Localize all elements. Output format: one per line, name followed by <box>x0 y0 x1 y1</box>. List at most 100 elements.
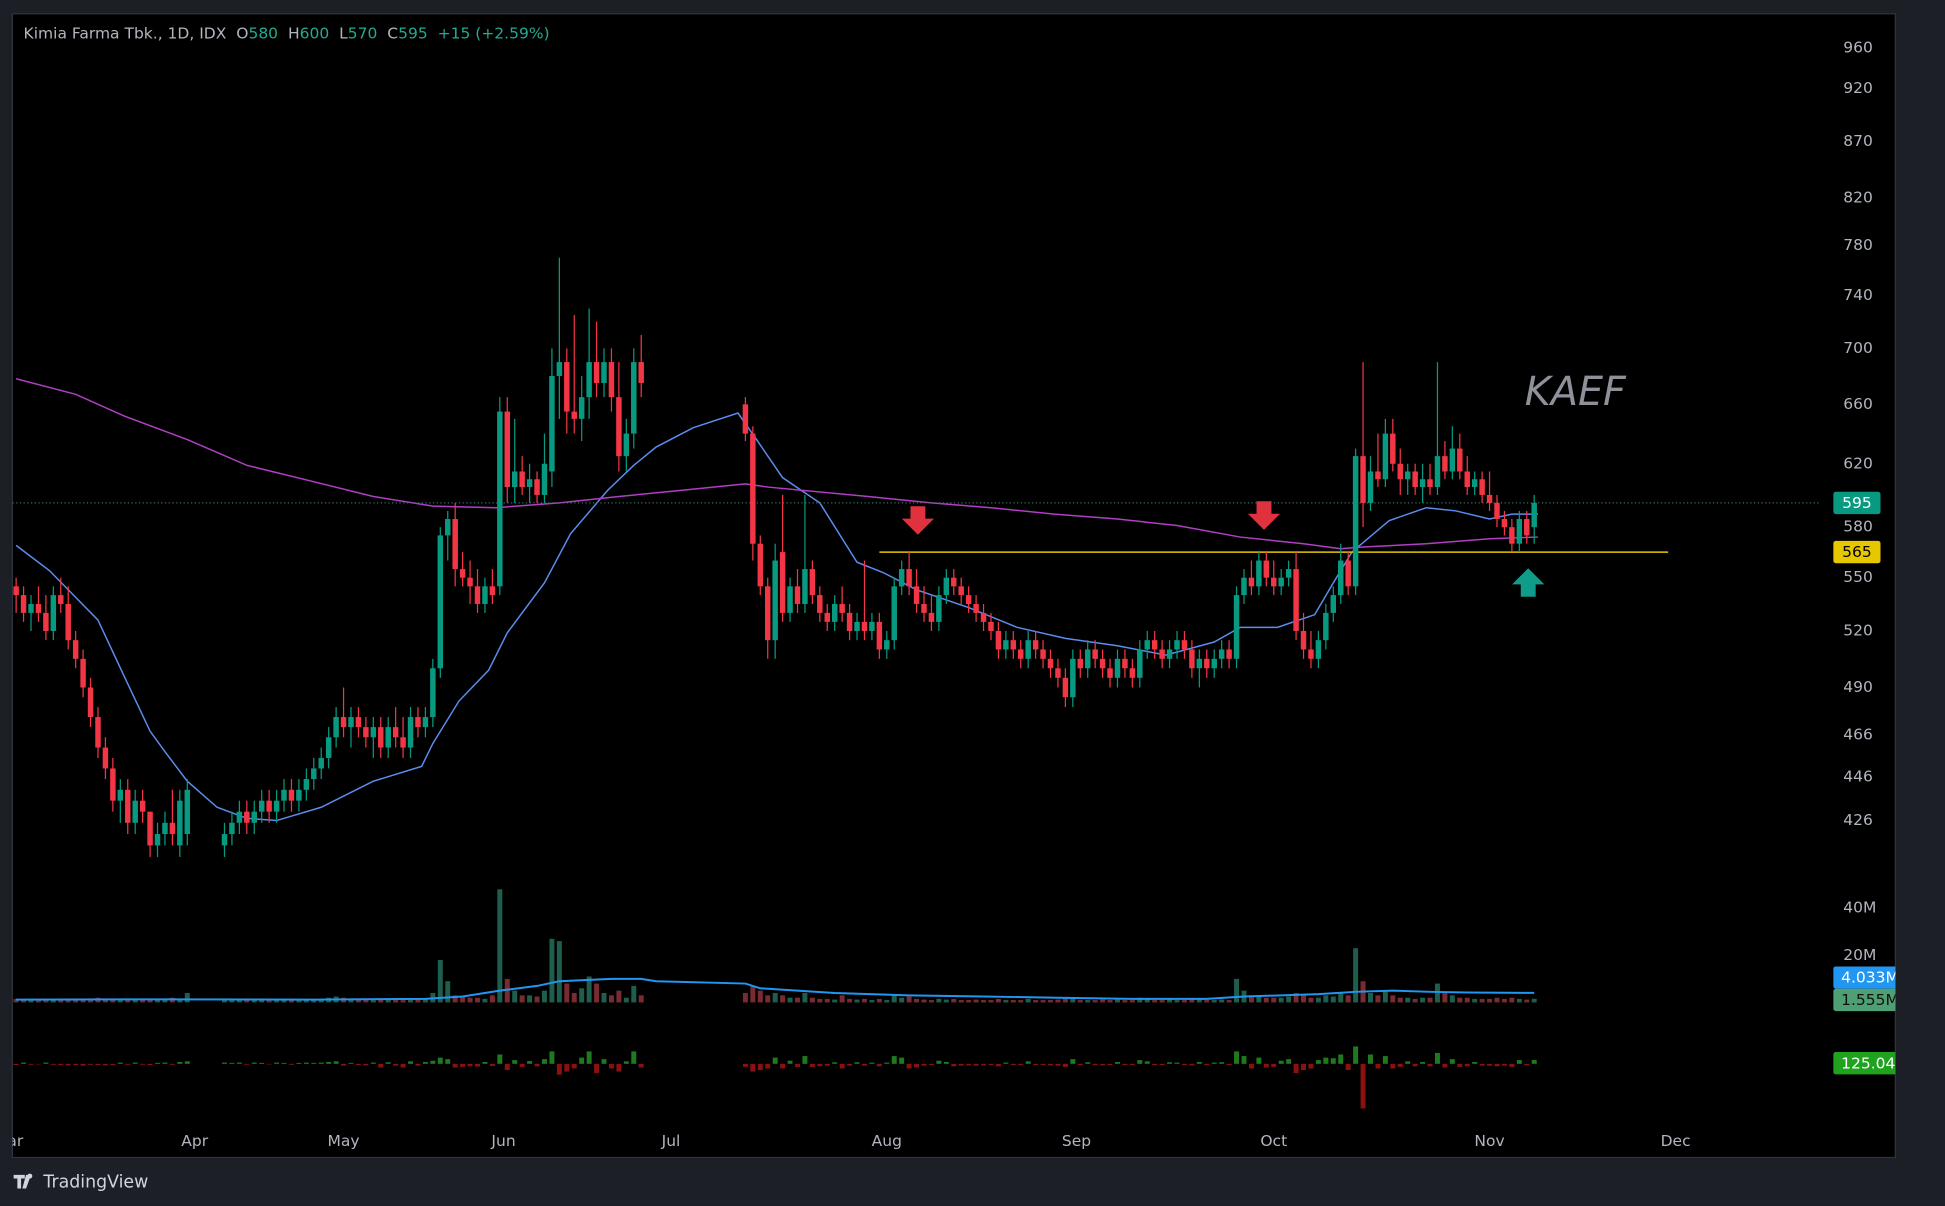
candle-body <box>415 717 421 728</box>
volume-bar <box>378 999 384 1003</box>
indicator-bar <box>861 1063 867 1066</box>
candle-body <box>1099 658 1106 669</box>
candle-body <box>273 800 280 812</box>
indicator-bar <box>28 1063 34 1065</box>
candle-body <box>519 471 525 488</box>
candle-body <box>1382 433 1389 480</box>
y-tick-label: 920 <box>1843 79 1873 97</box>
candle-body <box>571 411 577 419</box>
volume-bar <box>147 998 153 1003</box>
indicator-bar <box>1107 1063 1113 1066</box>
volume-bar <box>1501 998 1507 1003</box>
indicator-bar <box>1338 1054 1344 1064</box>
indicator-bar <box>556 1063 562 1075</box>
candle-body <box>973 603 979 613</box>
indicator-bar <box>348 1062 354 1064</box>
indicator-bar <box>1226 1063 1232 1066</box>
indicator-bar <box>1457 1063 1463 1067</box>
support-badge: 565 <box>1842 543 1872 561</box>
candle-body <box>80 658 86 688</box>
candle-body <box>325 737 332 758</box>
volume-bar <box>608 995 614 1003</box>
volume-bar <box>1092 1000 1098 1003</box>
indicator-bar <box>1010 1063 1016 1066</box>
volume-bar <box>452 995 458 1003</box>
y-tick-label: 550 <box>1843 568 1873 586</box>
indicator-bar <box>594 1063 600 1074</box>
volume-bar <box>125 999 131 1003</box>
candle-body <box>1070 658 1076 698</box>
candle-body <box>1486 494 1493 503</box>
indicator-bar <box>1003 1062 1009 1064</box>
indicator-bar <box>274 1062 280 1064</box>
volume-bar <box>1159 1000 1165 1003</box>
indicator-bar <box>1405 1061 1411 1064</box>
indicator-bar <box>616 1063 622 1072</box>
indicator-badge: 125.045M <box>1841 1054 1918 1072</box>
volume-badge: 1.555M <box>1841 991 1899 1009</box>
volume-bar <box>348 998 354 1003</box>
indicator-bar <box>1472 1061 1478 1064</box>
open-prefix: O <box>236 24 248 42</box>
candle-body <box>184 789 191 835</box>
volume-bar <box>936 998 942 1003</box>
candle-body <box>549 375 555 472</box>
indicator-bar <box>251 1062 257 1064</box>
indicator-bar <box>88 1063 94 1065</box>
indicator-bar <box>750 1063 756 1072</box>
indicator-bar <box>430 1060 436 1064</box>
candle-body <box>355 717 362 728</box>
close-value: 595 <box>398 24 428 42</box>
volume-bar <box>1494 997 1500 1003</box>
candle-body <box>846 612 853 631</box>
indicator-bar <box>519 1063 525 1067</box>
indicator-bar <box>132 1062 138 1064</box>
candle-body <box>125 789 131 823</box>
volume-bar <box>73 999 79 1003</box>
indicator-bar <box>1092 1063 1098 1066</box>
y-tick-label: 490 <box>1843 678 1873 696</box>
candle-body <box>1241 577 1247 596</box>
candle-body <box>266 800 272 812</box>
candle-body <box>303 779 310 790</box>
candle-body <box>1166 649 1173 659</box>
indicator-bar <box>155 1062 160 1064</box>
indicator-bar <box>579 1057 585 1064</box>
candle-body <box>20 595 27 613</box>
indicator-bar <box>1345 1063 1351 1071</box>
candle-body <box>541 463 548 495</box>
candle-body <box>534 479 540 495</box>
volume-bar <box>363 999 369 1003</box>
candle-body <box>102 747 109 769</box>
indicator-bar <box>1308 1063 1314 1069</box>
indicator-bar <box>884 1062 890 1064</box>
volume-bar <box>475 997 480 1003</box>
indicator-bar <box>125 1063 131 1065</box>
candle-body <box>363 727 369 738</box>
indicator-bar <box>475 1063 480 1067</box>
candle-body <box>578 397 585 419</box>
volume-badge-bg <box>1833 988 1896 1012</box>
candle-body <box>1077 658 1083 669</box>
y-tick-label: 620 <box>1843 454 1873 472</box>
candle-body <box>1285 569 1292 578</box>
high-prefix: H <box>288 24 300 42</box>
indicator-bar <box>43 1062 49 1064</box>
candle-body <box>1233 595 1240 659</box>
indicator-bar <box>1375 1063 1381 1069</box>
support-badge-bg <box>1833 540 1881 564</box>
volume-ma-line <box>16 977 1535 1001</box>
candle-body <box>1501 519 1508 528</box>
candle-body <box>348 717 354 728</box>
volume-bar <box>1018 1000 1024 1003</box>
candle-body <box>1129 668 1136 678</box>
y-tick-label: 780 <box>1843 236 1873 254</box>
candle-body <box>556 362 563 376</box>
indicator-bar <box>169 1063 175 1065</box>
candle-body <box>43 612 49 631</box>
candle-body <box>497 411 503 587</box>
candle-body <box>861 621 868 631</box>
candle-body <box>1218 649 1225 659</box>
indicator-bar <box>1152 1063 1158 1066</box>
indicator-badge-bg <box>1833 1052 1896 1075</box>
